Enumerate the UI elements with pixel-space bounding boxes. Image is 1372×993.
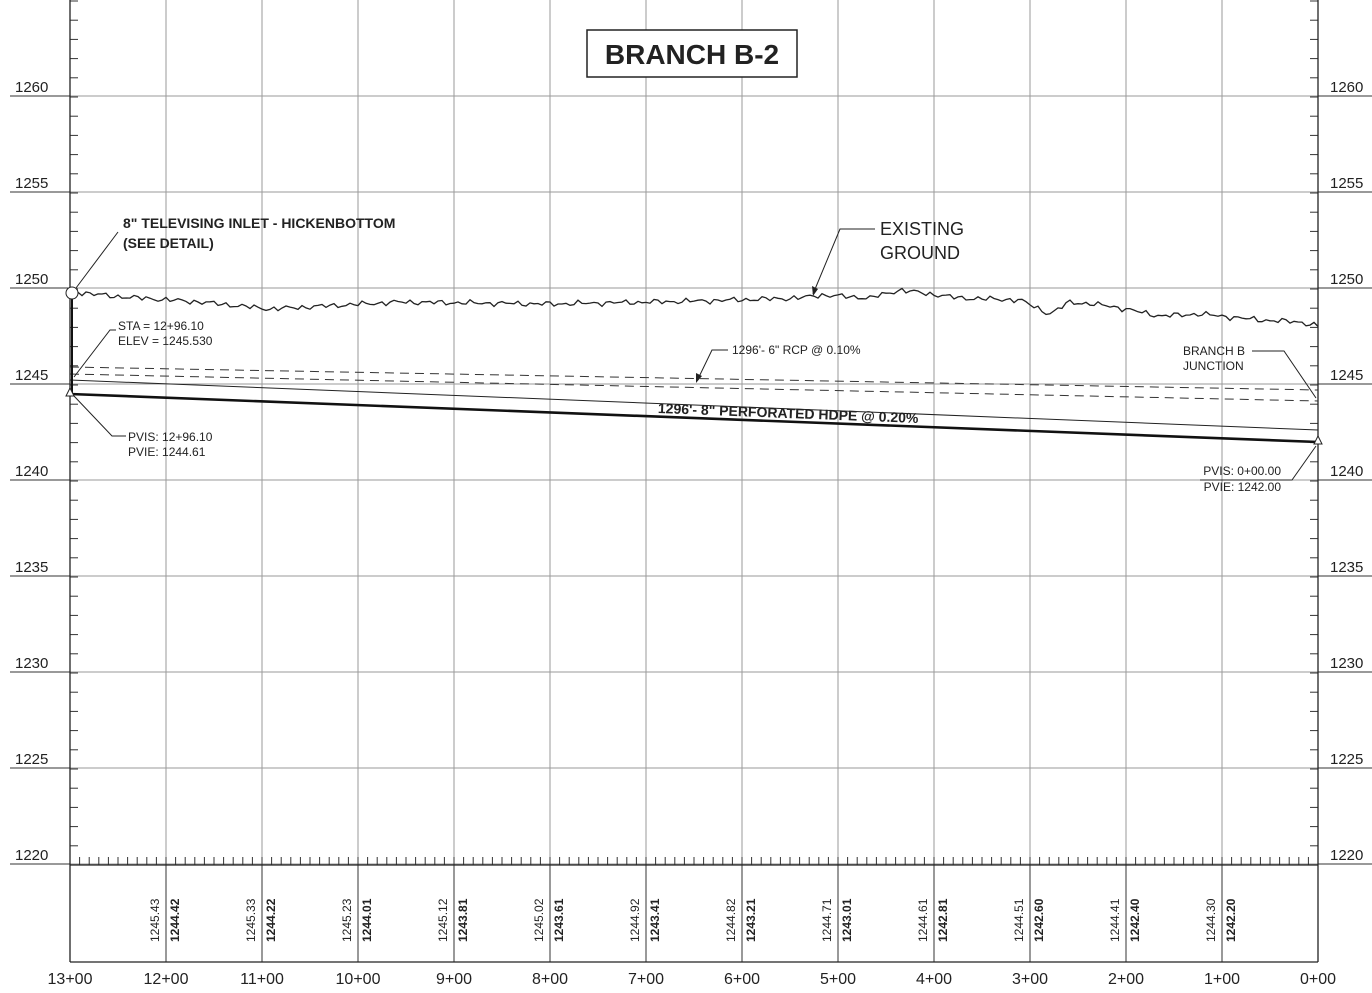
- station-label: 5+00: [820, 971, 856, 988]
- pvi-markers: [65, 386, 1323, 445]
- leader: [696, 349, 728, 382]
- elevation-label: 1245: [1330, 367, 1363, 384]
- hdpe-top: [69, 379, 1319, 431]
- grid: 1260 1260 1255 1255 1250 1250 1245 1245 1240 1240…: [10, 0, 1372, 988]
- elevation-label: 1260: [15, 79, 48, 96]
- rcp-pipe-bottom: [69, 373, 1319, 402]
- station-label: 8+00: [532, 971, 568, 988]
- proposed-elevation: 1244.42: [168, 898, 182, 942]
- title: BRANCH B-2: [605, 39, 779, 70]
- station-label: 1+00: [1204, 971, 1240, 988]
- rcp-pipe-top: [69, 366, 1319, 391]
- station-label: 3+00: [1012, 971, 1048, 988]
- rcp-label: 1296'- 6" RCP @ 0.10%: [732, 343, 861, 357]
- hdpe-invert: [69, 392, 1319, 444]
- existing-elevation: 1245.33: [244, 898, 258, 942]
- existing-elevation: 1245.12: [436, 898, 450, 942]
- existing-elevation: 1245.23: [340, 898, 354, 942]
- existing-ground: [69, 287, 1319, 327]
- elevation-label: 1230: [1330, 655, 1363, 672]
- existing-elevation: 1245.02: [532, 898, 546, 942]
- inlet-symbol: [65, 286, 79, 300]
- ground-label: EXISTING: [880, 219, 964, 239]
- station-label: 0+00: [1300, 971, 1336, 988]
- leader: [73, 329, 116, 378]
- sta-label: STA = 12+96.10: [118, 319, 204, 333]
- pvis-left: PVIS: 12+96.10: [128, 430, 213, 444]
- existing-elevation: 1244.92: [628, 898, 642, 942]
- proposed-elevation: 1244.01: [360, 898, 374, 942]
- elevation-label: 1250: [1330, 271, 1363, 288]
- ground-label: GROUND: [880, 243, 960, 263]
- inlet-label: 8" TELEVISING INLET - HICKENBOTTOM: [123, 215, 395, 231]
- elevation-label: 1235: [15, 559, 48, 576]
- elevation-label: 1235: [1330, 559, 1363, 576]
- station-label: 4+00: [916, 971, 952, 988]
- station-label: 10+00: [336, 971, 381, 988]
- proposed-elevation: 1243.21: [744, 898, 758, 942]
- station-label: 6+00: [724, 971, 760, 988]
- elevation-label: 1240: [15, 463, 48, 480]
- existing-elevation: 1245.43: [148, 898, 162, 942]
- leader: [73, 395, 126, 437]
- elevation-label: 1255: [15, 175, 48, 192]
- elevation-label: 1230: [15, 655, 48, 672]
- proposed-elevation: 1243.81: [456, 898, 470, 942]
- existing-elevation: 1244.41: [1108, 898, 1122, 942]
- existing-elevation: 1244.30: [1204, 898, 1218, 942]
- proposed-elevation: 1242.40: [1128, 898, 1142, 942]
- leader: [812, 228, 875, 295]
- proposed-elevation: 1244.22: [264, 898, 278, 942]
- station-label: 2+00: [1108, 971, 1144, 988]
- existing-elevation: 1244.82: [724, 898, 738, 942]
- station-label: 13+00: [48, 971, 93, 988]
- elevation-label: 1245: [15, 367, 48, 384]
- pvis-right: PVIS: 0+00.00: [1203, 464, 1281, 478]
- elev-label: ELEV = 1245.530: [118, 334, 213, 348]
- proposed-elevation: 1243.61: [552, 898, 566, 942]
- leader: [75, 231, 119, 289]
- proposed-elevation: 1243.41: [648, 898, 662, 942]
- proposed-elevation: 1243.01: [840, 898, 854, 942]
- proposed-elevation: 1242.81: [936, 898, 950, 942]
- elevation-label: 1260: [1330, 79, 1363, 96]
- junction-label: BRANCH B: [1183, 344, 1245, 358]
- elevation-label: 1225: [1330, 751, 1363, 768]
- existing-elevation: 1244.61: [916, 898, 930, 942]
- arrowhead: [812, 286, 818, 296]
- elevation-label: 1255: [1330, 175, 1363, 192]
- proposed-elevation: 1242.20: [1224, 898, 1238, 942]
- elevation-label: 1220: [1330, 847, 1363, 864]
- elevation-label: 1220: [15, 847, 48, 864]
- leader: [1200, 445, 1317, 481]
- station-label: 7+00: [628, 971, 664, 988]
- pvie-right: PVIE: 1242.00: [1204, 480, 1282, 494]
- existing-elevation: 1244.51: [1012, 898, 1026, 942]
- arrowhead: [696, 373, 702, 383]
- inlet-label: (SEE DETAIL): [123, 235, 214, 251]
- proposed-elevation: 1242.60: [1032, 898, 1046, 942]
- station-label: 12+00: [144, 971, 189, 988]
- elevation-label: 1250: [15, 271, 48, 288]
- elevation-label: 1240: [1330, 463, 1363, 480]
- elevation-label: 1225: [15, 751, 48, 768]
- station-label: 9+00: [436, 971, 472, 988]
- title-box: [586, 29, 798, 78]
- station-label: 11+00: [240, 971, 284, 988]
- existing-elevation: 1244.71: [820, 898, 834, 942]
- leader: [1252, 350, 1317, 399]
- pvie-left: PVIE: 1244.61: [128, 445, 206, 459]
- junction-label: JUNCTION: [1183, 359, 1244, 373]
